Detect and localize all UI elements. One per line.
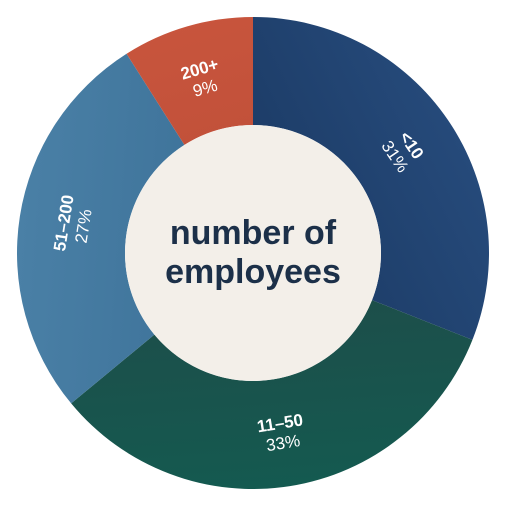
donut-chart: <1031%11–5033%51–20027%200+9% number of … [0,0,506,506]
chart-title: number of employees [165,214,341,292]
chart-title-line2: employees [165,253,341,292]
chart-title-line1: number of [165,214,341,253]
